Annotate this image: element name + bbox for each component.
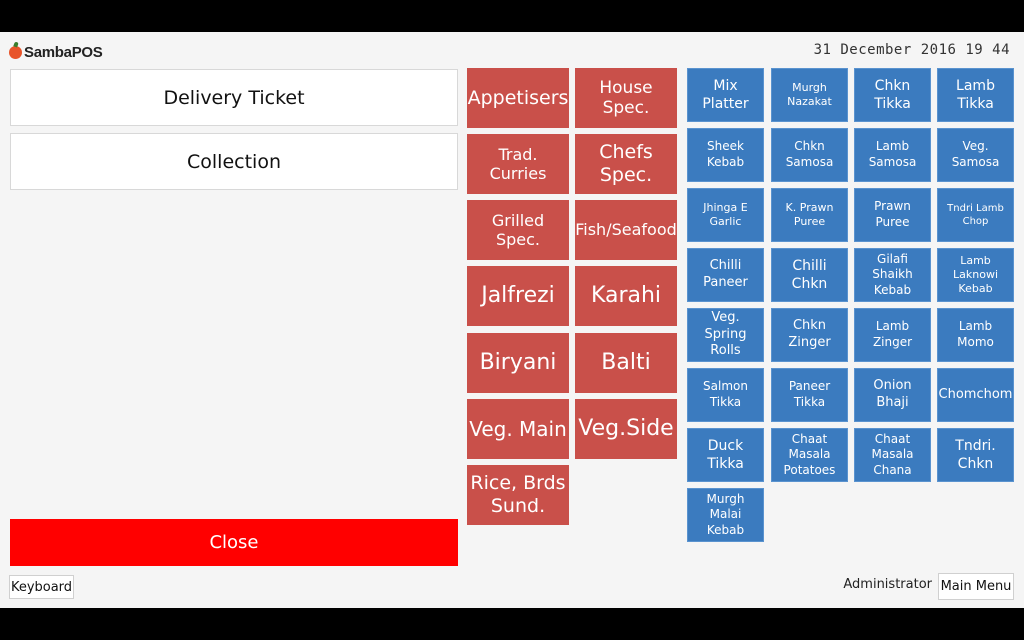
close-button[interactable]: Close <box>10 519 458 566</box>
product-button[interactable]: Chaat Masala Potatoes <box>771 428 848 482</box>
product-button[interactable]: Veg. Samosa <box>937 128 1014 182</box>
product-button[interactable]: Chkn Zinger <box>771 308 848 362</box>
product-button[interactable]: Paneer Tikka <box>771 368 848 422</box>
product-button[interactable]: Tndri Lamb Chop <box>937 188 1014 242</box>
product-button[interactable]: Chkn Tikka <box>854 68 931 122</box>
delivery-ticket-button[interactable]: Delivery Ticket <box>10 69 458 126</box>
main-menu-button[interactable]: Main Menu <box>938 573 1014 600</box>
category-button[interactable]: Veg.Side <box>575 399 677 459</box>
category-button[interactable]: Balti <box>575 333 677 393</box>
product-button[interactable]: K. Prawn Puree <box>771 188 848 242</box>
tomato-logo-icon <box>9 45 22 59</box>
product-button[interactable]: Tndri. Chkn <box>937 428 1014 482</box>
product-button[interactable]: Murgh Nazakat <box>771 68 848 122</box>
product-button[interactable]: Chkn Samosa <box>771 128 848 182</box>
keyboard-button[interactable]: Keyboard <box>9 575 74 599</box>
product-button[interactable]: Lamb Momo <box>937 308 1014 362</box>
product-button[interactable]: Lamb Laknowi Kebab <box>937 248 1014 302</box>
product-button[interactable]: Lamb Tikka <box>937 68 1014 122</box>
product-button[interactable]: Chomchom <box>937 368 1014 422</box>
pos-screen: SambaPOS 31 December 2016 19 44 Delivery… <box>0 32 1024 608</box>
product-button[interactable]: Gilafi Shaikh Kebab <box>854 248 931 302</box>
date-time: 31 December 2016 19 44 <box>813 42 1010 58</box>
category-button[interactable]: Appetisers <box>467 68 569 128</box>
product-button[interactable]: Murgh Malai Kebab <box>687 488 764 542</box>
category-button[interactable]: Fish/Seafood <box>575 200 677 260</box>
product-button[interactable]: Mix Platter <box>687 68 764 122</box>
category-button[interactable]: House Spec. <box>575 68 677 128</box>
category-button[interactable]: Grilled Spec. <box>467 200 569 260</box>
product-button[interactable]: Chilli Chkn <box>771 248 848 302</box>
category-button[interactable]: Trad. Curries <box>467 134 569 194</box>
product-button[interactable]: Duck Tikka <box>687 428 764 482</box>
product-button[interactable]: Lamb Zinger <box>854 308 931 362</box>
product-button[interactable]: Sheek Kebab <box>687 128 764 182</box>
collection-button[interactable]: Collection <box>10 133 458 190</box>
category-button[interactable]: Biryani <box>467 333 569 393</box>
product-button[interactable]: Jhinga E Garlic <box>687 188 764 242</box>
top-letterbox <box>0 0 1024 32</box>
category-button[interactable]: Jalfrezi <box>467 266 569 326</box>
bottom-letterbox <box>0 608 1024 640</box>
product-button[interactable]: Chaat Masala Chana <box>854 428 931 482</box>
logo-text: SambaPOS <box>24 43 103 61</box>
category-button[interactable]: Chefs Spec. <box>575 134 677 194</box>
product-button[interactable]: Prawn Puree <box>854 188 931 242</box>
user-name: Administrator <box>843 577 932 592</box>
category-button[interactable]: Rice, Brds Sund. <box>467 465 569 525</box>
product-button[interactable]: Lamb Samosa <box>854 128 931 182</box>
product-button[interactable]: Veg. Spring Rolls <box>687 308 764 362</box>
app-logo: SambaPOS <box>9 41 103 63</box>
product-button[interactable]: Onion Bhaji <box>854 368 931 422</box>
category-button[interactable]: Karahi <box>575 266 677 326</box>
product-button[interactable]: Salmon Tikka <box>687 368 764 422</box>
category-button[interactable]: Veg. Main <box>467 399 569 459</box>
product-button[interactable]: Chilli Paneer <box>687 248 764 302</box>
